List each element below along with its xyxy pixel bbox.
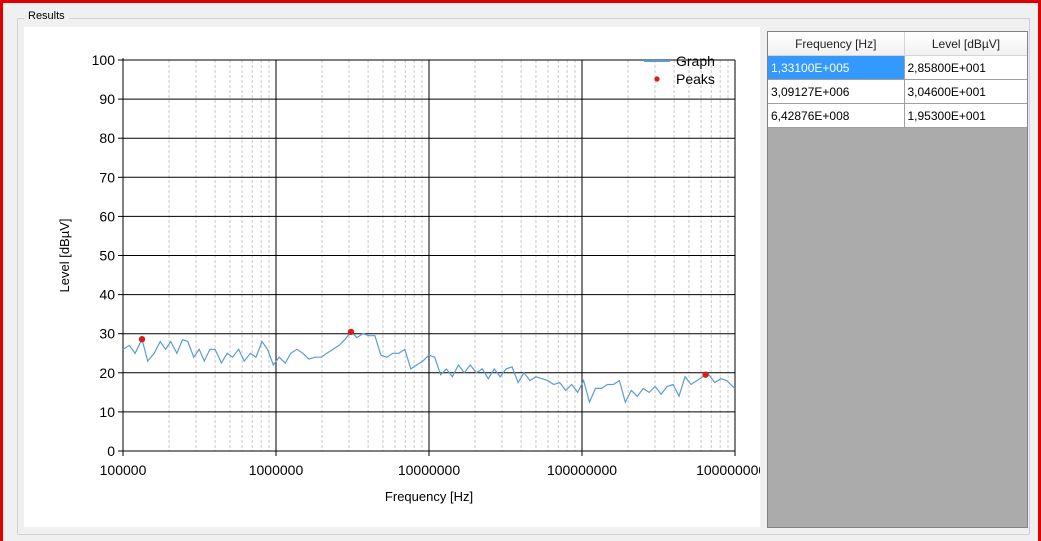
table-cell-level[interactable]: 1,95300E+001 <box>904 103 1027 128</box>
y-tick-label: 100 <box>92 52 116 68</box>
y-tick-label: 80 <box>99 130 115 146</box>
table-row[interactable]: 3,09127E+006 3,04600E+001 <box>768 79 1027 104</box>
frequency-level-chart[interactable]: 0 10 20 30 40 50 60 70 80 90 100 100000 1000000 10000… <box>24 27 760 527</box>
table-row[interactable]: 6,42876E+008 1,95300E+001 <box>768 103 1027 128</box>
peak-marker <box>702 371 709 378</box>
y-tick-label: 20 <box>99 365 115 381</box>
table-row[interactable]: 1,33100E+005 2,85800E+001 <box>768 55 1027 80</box>
table-cell-frequency[interactable]: 3,09127E+006 <box>768 79 905 104</box>
y-tick-label: 90 <box>99 91 115 107</box>
x-axis-title: Frequency [Hz] <box>385 489 473 504</box>
peak-marker <box>138 336 146 343</box>
peaks-table: Frequency [Hz] Level [dBµV] 1,33100E+005… <box>768 32 1027 128</box>
legend-peaks-label: Peaks <box>676 71 715 87</box>
legend-peaks-swatch <box>654 76 660 82</box>
table-cell-frequency[interactable]: 6,42876E+008 <box>768 103 905 128</box>
chart-svg: 0 10 20 30 40 50 60 70 80 90 100 100000 1000000 10000… <box>57 52 760 504</box>
peaks-datagrid[interactable]: Frequency [Hz] Level [dBµV] 1,33100E+005… <box>767 31 1028 528</box>
y-tick-label: 10 <box>99 404 115 420</box>
table-cell-frequency[interactable]: 1,33100E+005 <box>768 55 905 80</box>
y-tick-label: 40 <box>99 287 115 303</box>
table-cell-level[interactable]: 3,04600E+001 <box>904 79 1027 104</box>
results-groupbox <box>17 18 1030 535</box>
y-tick-label: 70 <box>99 169 115 185</box>
x-tick-label: 10000000 <box>398 462 461 478</box>
graph-series-line <box>122 330 736 404</box>
results-group-title: Results <box>24 10 69 22</box>
x-tick-label: 1000000 <box>249 462 304 478</box>
x-tick-label: 1000000000 <box>696 462 760 478</box>
x-tick-label: 100000 <box>100 462 147 478</box>
legend-graph-label: Graph <box>676 53 715 69</box>
column-header-frequency[interactable]: Frequency [Hz] <box>768 32 905 56</box>
peak-marker <box>347 328 355 336</box>
column-header-level[interactable]: Level [dBµV] <box>904 32 1027 56</box>
y-tick-label: 50 <box>99 248 115 264</box>
y-tick-label: 0 <box>107 443 115 459</box>
y-axis-title: Level [dBµV] <box>57 219 72 293</box>
x-tick-label: 100000000 <box>547 462 617 478</box>
peaks-table-header: Frequency [Hz] Level [dBµV] <box>768 32 1027 56</box>
table-cell-level[interactable]: 2,85800E+001 <box>904 55 1027 80</box>
y-tick-label: 30 <box>99 326 115 342</box>
y-tick-label: 60 <box>99 208 115 224</box>
